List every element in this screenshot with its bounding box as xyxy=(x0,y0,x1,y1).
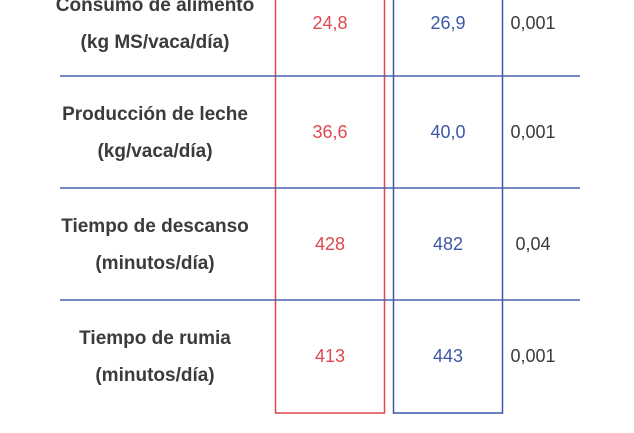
cell-value: 0,001 xyxy=(510,13,555,33)
cell-value: 0,001 xyxy=(510,346,555,366)
cell-value: 24,8 xyxy=(312,13,347,33)
cell-value: 0,04 xyxy=(515,234,550,254)
cell-value: 0,001 xyxy=(510,122,555,142)
row-label: (kg/vaca/día) xyxy=(97,141,212,162)
row-label: Tiempo de rumia xyxy=(79,328,231,349)
row-label: (minutos/día) xyxy=(95,253,214,274)
row-label: Producción de leche xyxy=(62,104,248,125)
row-label: Tiempo de descanso xyxy=(61,216,249,237)
row-label: (kg MS/vaca/día) xyxy=(81,32,230,53)
cell-value: 482 xyxy=(433,234,463,254)
cell-value: 428 xyxy=(315,234,345,254)
cell-value: 26,9 xyxy=(430,13,465,33)
cell-value: 443 xyxy=(433,346,463,366)
cell-value: 413 xyxy=(315,346,345,366)
cell-value: 40,0 xyxy=(430,122,465,142)
row-label: (minutos/día) xyxy=(95,365,214,386)
red-column-box xyxy=(274,0,386,414)
row-label: Consumo de alimento xyxy=(56,0,254,16)
blue-column-box xyxy=(392,0,504,414)
cell-value: 36,6 xyxy=(312,122,347,142)
